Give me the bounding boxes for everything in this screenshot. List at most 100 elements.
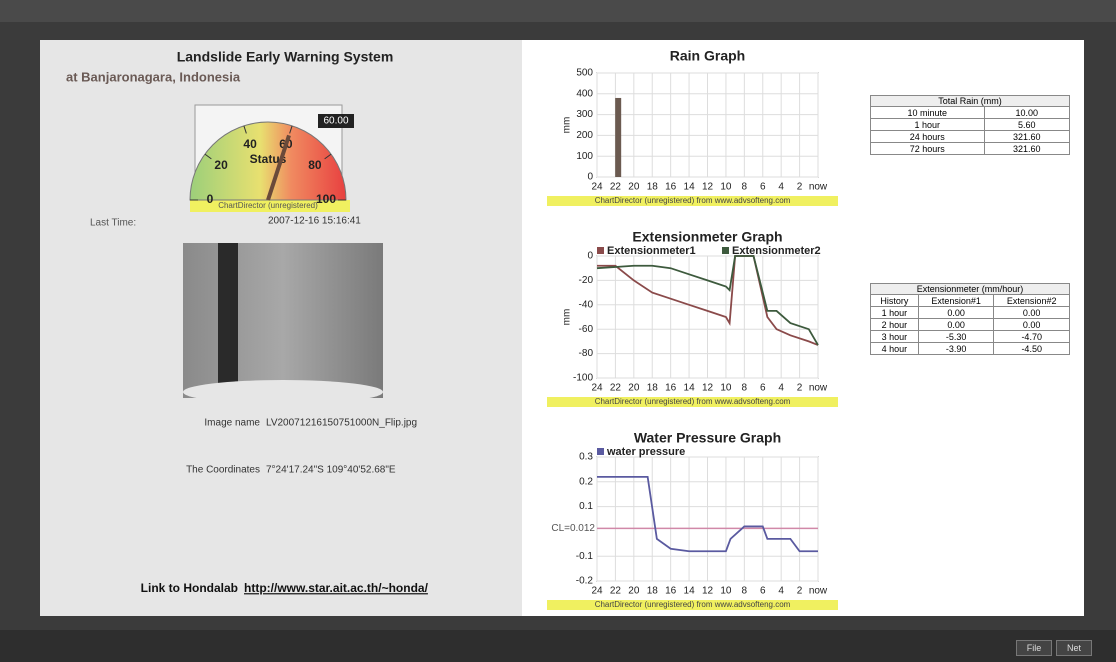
legend-swatch [597, 247, 604, 254]
table-row: 10 minute 10.00 [870, 106, 1071, 119]
gauge-tick-label: 100 [316, 192, 336, 206]
table-cell: 10 minute [870, 106, 985, 119]
x-tick-label: 16 [665, 383, 677, 394]
gauge-tick-label: 80 [308, 158, 322, 172]
image-edge [183, 380, 383, 404]
rain-table: Total Rain (mm) 10 minute 10.00 1 hour 5.60… [870, 95, 1071, 155]
gauge-value: 60.00 [323, 116, 348, 127]
y-tick-label: 0.2 [579, 476, 593, 487]
table-row: 24 hours 321.60 [870, 130, 1071, 143]
x-tick-label: 4 [778, 182, 784, 193]
table-cell: 0.00 [917, 318, 995, 331]
gauge-tick [204, 153, 212, 160]
file-button[interactable]: File [1016, 640, 1052, 656]
y-tick-label: 300 [576, 109, 593, 120]
y-tick-label: 500 [576, 68, 593, 79]
reference-label: CL=0.012 [551, 523, 595, 534]
gauge-tick-label: 0 [207, 192, 214, 206]
watermark: ChartDirector (unregistered) [218, 201, 318, 210]
table-cell: 2 hour [870, 318, 919, 331]
y-tick-label: -100 [573, 373, 593, 384]
table-cell: 1 hour [870, 118, 985, 131]
x-tick-label: 4 [778, 383, 784, 394]
x-tick-label: 20 [628, 383, 640, 394]
y-tick-label: 200 [576, 130, 593, 141]
chart-title: Extensionmeter Graph [632, 229, 782, 245]
x-tick-label: 24 [591, 182, 603, 193]
top-bar [0, 0, 1116, 22]
watermark-band [190, 200, 350, 212]
table-cell: 321.60 [983, 130, 1071, 143]
gauge-needle [266, 134, 291, 201]
y-tick-label: 0.3 [579, 452, 593, 463]
watermark: ChartDirector (unregistered) from www.ad… [595, 196, 791, 205]
chart-title: Water Pressure Graph [634, 430, 781, 446]
table-cell: 4 hour [870, 342, 919, 355]
table-row: 2 hour 0.00 0.00 [870, 318, 1070, 331]
line-series [596, 255, 819, 346]
y-tick-label: -80 [579, 348, 594, 359]
watermark: ChartDirector (unregistered) from www.ad… [595, 397, 791, 406]
gauge-title: Status [250, 152, 287, 166]
x-tick-label: 22 [610, 182, 622, 193]
x-tick-label: now [809, 383, 828, 394]
x-tick-label: 22 [610, 586, 622, 597]
x-tick-label: 24 [591, 383, 603, 394]
legend-label: water pressure [606, 446, 685, 458]
table-cell: 3 hour [870, 330, 919, 343]
page-title: Landslide Early Warning System [177, 49, 394, 65]
y-tick-label: -60 [579, 324, 594, 335]
coordinates-label: The Coordinates [186, 465, 260, 476]
x-tick-label: 20 [628, 586, 640, 597]
table-cell: -4.70 [993, 330, 1070, 343]
x-tick-label: 20 [628, 182, 640, 193]
table-header: History [870, 294, 919, 307]
x-tick-label: 18 [647, 586, 659, 597]
extension-table: Extensionmeter (mm/hour) History Extensio… [870, 283, 1070, 355]
x-tick-label: 10 [720, 383, 732, 394]
watermark-band [547, 196, 838, 206]
x-tick-label: 8 [742, 383, 748, 394]
table-cell: -4.50 [993, 342, 1070, 355]
link-label: Link to Hondalab [141, 581, 238, 595]
x-tick-label: 14 [684, 586, 696, 597]
table-cell: 0.00 [993, 318, 1070, 331]
table-cell: 10.00 [983, 106, 1071, 119]
legend-swatch [722, 247, 729, 254]
page-subtitle: at Banjaronagara, Indonesia [66, 69, 241, 84]
x-tick-label: 12 [702, 383, 714, 394]
table-title: Extensionmeter (mm/hour) [870, 283, 1070, 294]
image-name: LV20071216150751000N_Flip.jpg [266, 418, 417, 429]
net-button[interactable]: Net [1056, 640, 1092, 656]
x-tick-label: 24 [591, 586, 603, 597]
bar [615, 97, 622, 177]
gauge-tick [324, 153, 332, 160]
table-cell: 321.60 [983, 142, 1071, 155]
table-cell: 5.60 [983, 118, 1071, 131]
x-tick-label: 2 [797, 383, 803, 394]
y-tick-label: -20 [579, 275, 594, 286]
table-title: Total Rain (mm) [870, 95, 1070, 106]
x-tick-label: 10 [720, 182, 732, 193]
image-pole [218, 243, 238, 398]
gauge-dial [189, 121, 347, 201]
table-cell: 0.00 [993, 306, 1070, 319]
y-tick-label: 0 [587, 251, 593, 262]
link[interactable]: http://www.star.ait.ac.th/~honda/ [244, 581, 429, 595]
y-tick-label: -40 [579, 299, 594, 310]
table-row: 3 hour -5.30 -4.70 [870, 330, 1070, 343]
gauge-tick-label: 20 [214, 158, 228, 172]
gauge-tick-label: 40 [243, 137, 257, 151]
x-tick-label: 6 [760, 182, 766, 193]
x-tick-label: now [809, 182, 828, 193]
table-cell: -5.30 [917, 330, 995, 343]
legend-swatch [597, 448, 604, 455]
gauge-value-box [318, 114, 354, 128]
table-row: 72 hours 321.60 [870, 142, 1071, 155]
watermark-band [547, 600, 838, 610]
y-axis-label: mm [562, 117, 573, 134]
x-tick-label: 6 [760, 383, 766, 394]
x-tick-label: 18 [647, 182, 659, 193]
